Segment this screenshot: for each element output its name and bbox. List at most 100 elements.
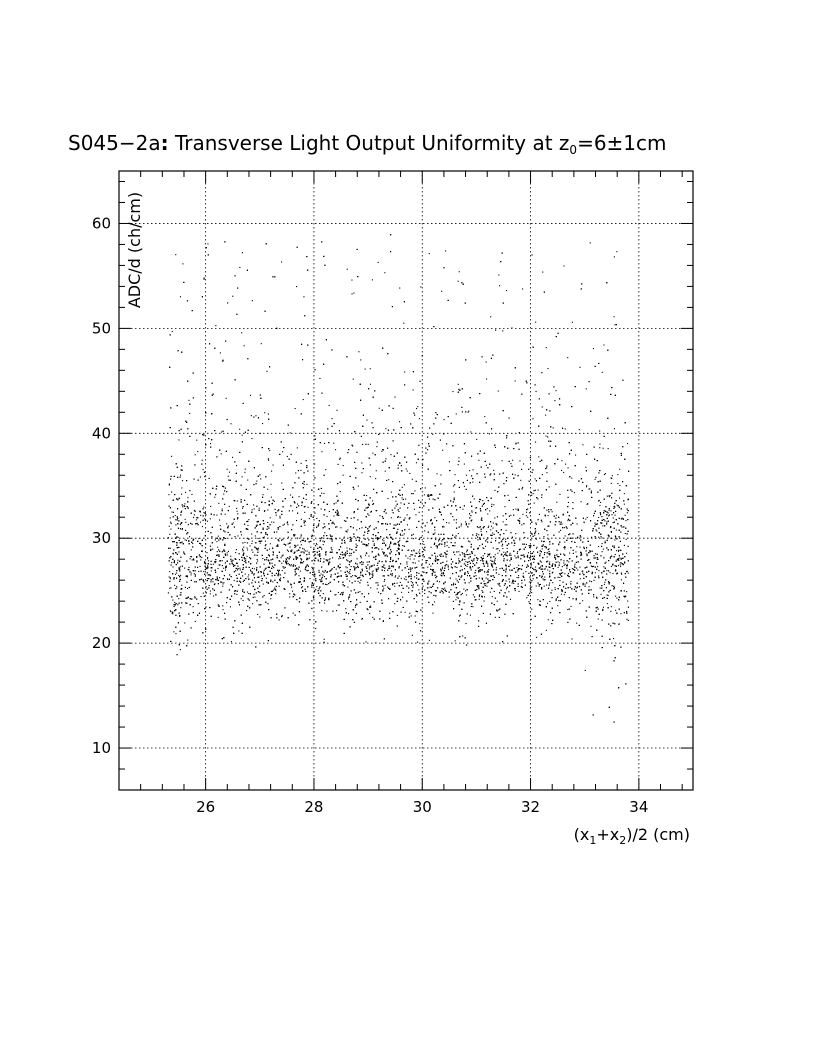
data-point bbox=[579, 566, 581, 568]
data-point bbox=[365, 507, 367, 509]
data-point bbox=[610, 556, 612, 558]
data-point bbox=[289, 556, 291, 558]
data-point bbox=[294, 534, 296, 536]
data-point bbox=[514, 380, 516, 382]
data-point bbox=[259, 616, 261, 618]
data-point bbox=[179, 649, 181, 651]
data-point bbox=[226, 468, 228, 470]
data-point bbox=[461, 552, 463, 554]
data-point bbox=[466, 575, 468, 577]
data-point bbox=[250, 571, 252, 573]
data-point bbox=[455, 594, 457, 596]
data-point bbox=[253, 574, 255, 576]
data-point bbox=[494, 446, 496, 448]
data-point bbox=[319, 553, 321, 555]
data-point bbox=[536, 546, 538, 548]
data-point bbox=[169, 547, 171, 549]
data-point bbox=[269, 450, 271, 452]
data-point bbox=[242, 542, 244, 544]
data-point bbox=[207, 243, 209, 245]
data-point bbox=[236, 593, 238, 595]
data-point bbox=[172, 613, 174, 615]
data-point bbox=[257, 572, 259, 574]
data-point bbox=[448, 596, 450, 598]
data-point bbox=[375, 478, 377, 480]
data-point bbox=[542, 271, 544, 273]
data-point bbox=[280, 557, 282, 559]
data-point bbox=[379, 515, 381, 517]
data-point bbox=[383, 540, 385, 542]
data-point bbox=[475, 535, 477, 537]
data-point bbox=[202, 469, 204, 471]
data-point bbox=[222, 585, 224, 587]
data-point bbox=[362, 576, 364, 578]
data-point bbox=[492, 547, 494, 549]
data-point bbox=[168, 525, 170, 527]
data-point bbox=[547, 368, 549, 370]
data-point bbox=[413, 550, 415, 552]
data-point bbox=[427, 582, 429, 584]
data-point bbox=[413, 508, 415, 510]
data-point bbox=[171, 612, 173, 614]
data-point bbox=[507, 565, 509, 567]
data-point bbox=[458, 271, 460, 273]
data-point bbox=[605, 587, 607, 589]
data-point bbox=[426, 560, 428, 562]
data-point bbox=[448, 461, 450, 463]
data-point bbox=[582, 600, 584, 602]
data-point bbox=[287, 550, 289, 552]
data-point bbox=[394, 576, 396, 578]
data-point bbox=[361, 472, 363, 474]
data-point bbox=[491, 503, 493, 505]
data-point bbox=[478, 577, 480, 579]
data-point bbox=[416, 408, 418, 410]
data-point bbox=[406, 563, 408, 565]
data-point bbox=[347, 586, 349, 588]
data-point bbox=[610, 610, 612, 612]
data-point bbox=[505, 538, 507, 540]
data-point bbox=[440, 474, 442, 476]
data-point bbox=[478, 527, 480, 529]
data-point bbox=[250, 415, 252, 417]
data-point bbox=[285, 562, 287, 564]
data-point bbox=[608, 496, 610, 498]
data-point bbox=[623, 493, 625, 495]
data-point bbox=[368, 543, 370, 545]
data-point bbox=[244, 541, 246, 543]
data-point bbox=[412, 533, 414, 535]
data-point bbox=[270, 496, 272, 498]
data-point bbox=[388, 479, 390, 481]
data-point bbox=[624, 514, 626, 516]
data-point bbox=[608, 536, 610, 538]
data-point bbox=[362, 563, 364, 565]
data-point bbox=[330, 538, 332, 540]
data-point bbox=[616, 251, 618, 253]
data-point bbox=[441, 572, 443, 574]
data-point bbox=[174, 601, 176, 603]
data-point bbox=[613, 316, 615, 318]
title-subscript: 0 bbox=[569, 143, 577, 157]
data-point bbox=[241, 434, 243, 436]
data-point bbox=[624, 532, 626, 534]
data-point bbox=[415, 593, 417, 595]
data-point bbox=[510, 569, 512, 571]
data-point bbox=[322, 544, 324, 546]
data-point bbox=[522, 288, 524, 290]
data-point bbox=[173, 604, 175, 606]
data-points bbox=[167, 234, 630, 723]
data-point bbox=[354, 606, 356, 608]
data-point bbox=[333, 523, 335, 525]
data-point bbox=[281, 616, 283, 618]
data-point bbox=[180, 594, 182, 596]
data-point bbox=[414, 615, 416, 617]
data-point bbox=[180, 574, 182, 576]
data-point bbox=[604, 581, 606, 583]
data-point bbox=[616, 504, 618, 506]
data-point bbox=[366, 495, 368, 497]
data-point bbox=[410, 581, 412, 583]
data-point bbox=[461, 559, 463, 561]
data-point bbox=[350, 566, 352, 568]
data-point bbox=[340, 570, 342, 572]
data-point bbox=[604, 473, 606, 475]
data-point bbox=[561, 566, 563, 568]
